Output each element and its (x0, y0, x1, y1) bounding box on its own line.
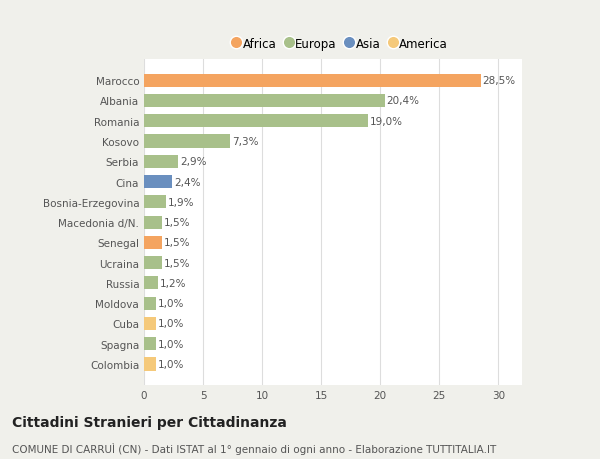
Text: 1,0%: 1,0% (158, 298, 184, 308)
Text: 1,5%: 1,5% (163, 238, 190, 248)
Bar (144, 337, 156, 351)
Text: 2,4%: 2,4% (174, 177, 200, 187)
Bar (144, 317, 156, 330)
Bar (144, 135, 230, 148)
Text: 2,9%: 2,9% (180, 157, 206, 167)
Bar (144, 297, 156, 310)
Text: 1,0%: 1,0% (158, 319, 184, 329)
Text: COMUNE DI CARRUÌ (CN) - Dati ISTAT al 1° gennaio di ogni anno - Elaborazione TUT: COMUNE DI CARRUÌ (CN) - Dati ISTAT al 1°… (12, 442, 496, 453)
Bar (144, 74, 481, 88)
Bar (144, 236, 162, 249)
Bar (144, 216, 162, 229)
Bar (144, 358, 156, 371)
Text: 7,3%: 7,3% (232, 137, 259, 147)
Text: Cittadini Stranieri per Cittadinanza: Cittadini Stranieri per Cittadinanza (12, 415, 287, 429)
Text: 1,9%: 1,9% (168, 197, 195, 207)
Bar (144, 277, 158, 290)
Text: 1,2%: 1,2% (160, 278, 187, 288)
Legend: Africa, Europa, Asia, America: Africa, Europa, Asia, America (229, 33, 453, 56)
Bar (144, 196, 166, 209)
Bar (144, 95, 385, 108)
Bar (144, 156, 178, 168)
Text: 1,0%: 1,0% (158, 339, 184, 349)
Text: 1,5%: 1,5% (163, 218, 190, 228)
Bar (144, 176, 172, 189)
Text: 19,0%: 19,0% (370, 117, 403, 127)
Bar (144, 257, 162, 269)
Bar (144, 115, 368, 128)
Text: 1,0%: 1,0% (158, 359, 184, 369)
Text: 28,5%: 28,5% (482, 76, 515, 86)
Text: 20,4%: 20,4% (387, 96, 420, 106)
Text: 1,5%: 1,5% (163, 258, 190, 268)
